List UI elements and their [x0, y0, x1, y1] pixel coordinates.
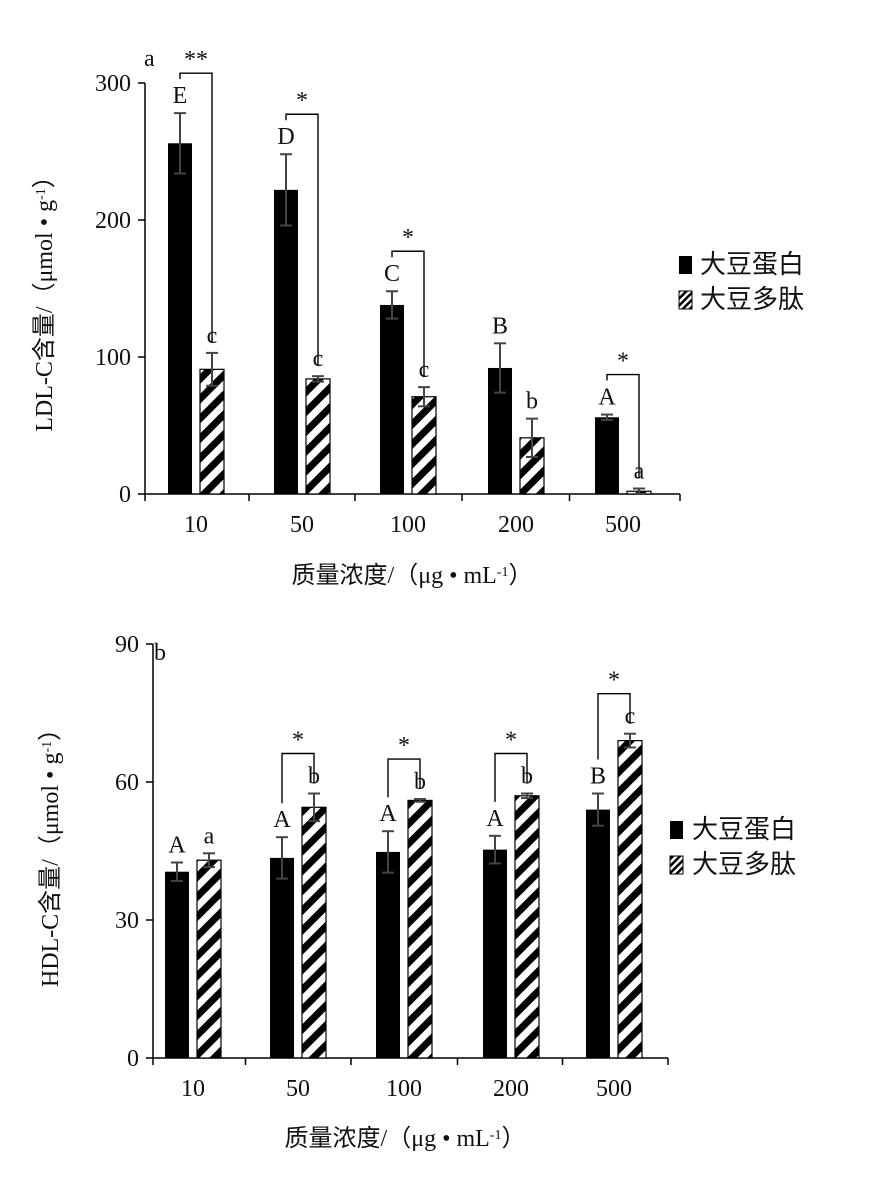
significance-bracket — [179, 72, 213, 343]
y-tick-label: 0 — [127, 1046, 139, 1072]
y-tick-label: 200 — [95, 208, 131, 234]
legend-label-protein: 大豆蛋白 — [692, 815, 796, 844]
significance-letter: A — [379, 801, 397, 827]
significance-letter: D — [277, 124, 294, 150]
significance-letter: b — [526, 389, 538, 415]
significance-letter: B — [492, 313, 508, 339]
significance-bracket — [597, 693, 631, 760]
significance-letter: A — [486, 806, 504, 832]
bar-protein — [274, 189, 298, 495]
x-tick-label: 50 — [290, 512, 314, 538]
bar-peptide — [301, 806, 327, 1059]
legend-label-protein: 大豆蛋白 — [700, 250, 804, 279]
x-tick-label: 10 — [181, 1076, 205, 1102]
significance-star: * — [292, 728, 304, 754]
significance-letter: E — [173, 83, 188, 109]
bar-protein — [168, 143, 192, 494]
significance-letter: A — [273, 807, 291, 833]
x-tick-label: 10 — [184, 512, 208, 538]
bar-peptide — [411, 396, 437, 495]
legend-label-peptide: 大豆多肽 — [692, 850, 796, 879]
significance-bracket — [285, 113, 319, 367]
significance-star: * — [296, 88, 308, 114]
x-tick-label: 100 — [390, 512, 426, 538]
bar-protein — [595, 417, 619, 494]
bar-protein — [165, 871, 189, 1058]
significance-bracket — [387, 758, 421, 798]
y-tick-label: 0 — [119, 482, 131, 508]
y-tick-label: 30 — [115, 908, 139, 934]
significance-star: * — [402, 225, 414, 251]
x-tick-label: 50 — [286, 1076, 310, 1102]
bar-protein — [270, 857, 294, 1058]
significance-bracket — [281, 752, 315, 804]
significance-star: * — [608, 668, 620, 694]
ldl-annotations: Ec**Dc*Cc*Bb Aa* — [173, 47, 645, 484]
legend-swatch-protein — [679, 256, 692, 274]
legend: 大豆蛋白 大豆多肽 — [678, 250, 804, 314]
y-tick-label: 100 — [95, 345, 131, 371]
legend-swatch-protein — [670, 821, 683, 839]
significance-letter: A — [598, 385, 616, 411]
x-tick-label: 500 — [596, 1076, 632, 1102]
legend-label-peptide: 大豆多肽 — [700, 285, 804, 314]
bar-peptide — [514, 795, 540, 1059]
ldl-axes: 0 100 200 300 10 50 100 200 500 — [95, 71, 681, 538]
y-tick-label: 90 — [115, 632, 139, 658]
x-tick-label: 500 — [605, 512, 641, 538]
significance-letter: B — [590, 764, 606, 790]
legend-swatch-peptide — [678, 290, 693, 310]
y-tick-label: 300 — [95, 71, 131, 97]
panel-label: b — [154, 640, 166, 666]
bar-protein — [380, 304, 404, 494]
bar-protein — [483, 849, 507, 1058]
hdl-bars — [165, 732, 643, 1059]
significance-letter: a — [204, 823, 215, 849]
legend: 大豆蛋白 大豆多肽 — [669, 815, 796, 879]
significance-bracket — [606, 373, 640, 479]
x-tick-label: 200 — [493, 1076, 529, 1102]
significance-letter: C — [384, 261, 400, 287]
panel-label: a — [144, 46, 155, 72]
bar-protein — [586, 809, 610, 1058]
y-tick-label: 60 — [115, 770, 139, 796]
x-tick-label: 200 — [498, 512, 534, 538]
bar-peptide — [199, 368, 225, 495]
bar-peptide — [407, 799, 433, 1059]
y-axis-label: HDL-C含量/（μmol • g-1） — [37, 717, 64, 987]
significance-star: * — [505, 728, 517, 754]
significance-bracket — [391, 250, 425, 378]
significance-bracket — [494, 752, 528, 802]
significance-star: * — [398, 733, 410, 759]
bar-peptide — [305, 378, 331, 495]
bar-peptide — [617, 739, 643, 1059]
significance-star: * — [617, 349, 629, 375]
bar-peptide — [196, 859, 222, 1059]
x-axis-label: 质量浓度/（μg • mL-1） — [285, 1125, 526, 1152]
y-axis-label: LDL-C含量/（μmol • g-1） — [31, 164, 58, 432]
significance-star: ** — [184, 47, 208, 73]
legend-swatch-peptide — [669, 855, 684, 875]
x-axis-label: 质量浓度/（μg • mL-1） — [292, 562, 533, 589]
significance-letter: A — [168, 833, 186, 859]
ldl-bars — [168, 112, 652, 495]
bar-protein — [376, 851, 400, 1058]
x-tick-label: 100 — [386, 1076, 422, 1102]
